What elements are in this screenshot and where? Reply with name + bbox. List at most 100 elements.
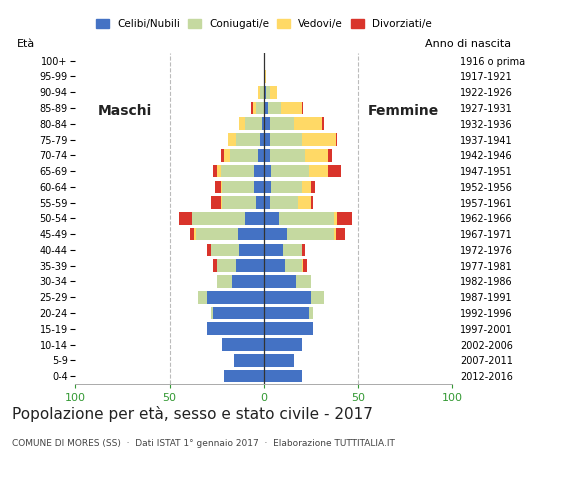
Bar xyxy=(264,307,309,319)
Bar xyxy=(309,165,328,178)
Bar xyxy=(235,259,264,272)
Bar xyxy=(264,323,313,335)
Bar xyxy=(270,118,294,130)
Bar xyxy=(264,291,311,303)
Bar xyxy=(222,180,255,193)
Bar xyxy=(338,212,353,225)
Bar xyxy=(228,133,235,146)
Bar xyxy=(213,259,217,272)
Bar xyxy=(260,133,264,146)
Bar xyxy=(258,149,264,162)
Bar xyxy=(264,86,266,98)
Legend: Celibi/Nubili, Coniugati/e, Vedovi/e, Divorziati/e: Celibi/Nubili, Coniugati/e, Vedovi/e, Di… xyxy=(92,15,436,33)
Bar xyxy=(256,102,264,114)
Bar xyxy=(234,354,264,367)
Bar xyxy=(270,86,277,98)
Bar xyxy=(220,149,224,162)
Bar xyxy=(251,102,252,114)
Text: Popolazione per età, sesso e stato civile - 2017: Popolazione per età, sesso e stato civil… xyxy=(12,406,372,421)
Bar xyxy=(334,212,338,225)
Bar xyxy=(255,165,264,178)
Bar xyxy=(264,275,296,288)
Bar xyxy=(264,70,266,83)
Bar xyxy=(302,133,335,146)
Bar xyxy=(264,370,302,383)
Bar xyxy=(334,228,335,240)
Bar xyxy=(230,149,258,162)
Bar xyxy=(213,307,264,319)
Text: Maschi: Maschi xyxy=(98,104,153,118)
Text: Femmine: Femmine xyxy=(368,104,439,118)
Bar xyxy=(270,133,302,146)
Bar xyxy=(217,259,235,272)
Bar xyxy=(302,244,305,256)
Bar xyxy=(311,291,324,303)
Bar xyxy=(198,291,207,303)
Bar xyxy=(235,133,260,146)
Bar xyxy=(302,102,303,114)
Bar xyxy=(213,165,217,178)
Bar xyxy=(283,244,302,256)
Bar xyxy=(294,118,322,130)
Bar xyxy=(252,102,256,114)
Bar xyxy=(328,149,332,162)
Bar xyxy=(271,165,309,178)
Bar xyxy=(179,212,192,225)
Bar xyxy=(207,291,264,303)
Bar xyxy=(322,118,324,130)
Bar xyxy=(264,259,285,272)
Bar xyxy=(215,180,220,193)
Bar xyxy=(309,307,313,319)
Bar xyxy=(279,212,334,225)
Text: Anno di nascita: Anno di nascita xyxy=(425,39,511,49)
Bar xyxy=(264,338,302,351)
Bar xyxy=(285,259,302,272)
Bar xyxy=(264,244,283,256)
Bar xyxy=(207,244,211,256)
Bar xyxy=(264,196,270,209)
Bar xyxy=(192,212,245,225)
Bar xyxy=(220,196,222,209)
Bar xyxy=(296,275,311,288)
Bar xyxy=(311,180,315,193)
Bar xyxy=(222,196,256,209)
Bar xyxy=(303,259,307,272)
Bar xyxy=(217,275,232,288)
Bar xyxy=(267,102,281,114)
Bar xyxy=(196,228,238,240)
Bar xyxy=(238,228,264,240)
Bar xyxy=(264,212,279,225)
Text: COMUNE DI MORES (SS)  ·  Dati ISTAT 1° gennaio 2017  ·  Elaborazione TUTTITALIA.: COMUNE DI MORES (SS) · Dati ISTAT 1° gen… xyxy=(12,439,394,448)
Bar xyxy=(240,244,264,256)
Bar xyxy=(194,228,196,240)
Bar xyxy=(264,102,267,114)
Bar xyxy=(256,196,264,209)
Bar xyxy=(224,370,264,383)
Bar xyxy=(264,133,270,146)
Bar xyxy=(220,165,255,178)
Bar xyxy=(287,228,333,240)
Bar xyxy=(245,212,264,225)
Bar xyxy=(264,180,271,193)
Bar xyxy=(264,354,294,367)
Bar xyxy=(270,149,305,162)
Text: Età: Età xyxy=(17,39,35,49)
Bar xyxy=(217,165,220,178)
Bar xyxy=(335,133,338,146)
Bar xyxy=(281,102,302,114)
Bar xyxy=(232,275,264,288)
Bar xyxy=(211,307,213,319)
Bar xyxy=(258,86,260,98)
Bar xyxy=(305,149,328,162)
Bar xyxy=(211,196,220,209)
Bar xyxy=(328,165,341,178)
Bar xyxy=(311,196,313,209)
Bar xyxy=(222,338,264,351)
Bar xyxy=(220,180,222,193)
Bar xyxy=(271,180,302,193)
Bar xyxy=(266,86,270,98)
Bar xyxy=(211,244,240,256)
Bar xyxy=(264,165,271,178)
Bar xyxy=(264,118,270,130)
Bar xyxy=(255,180,264,193)
